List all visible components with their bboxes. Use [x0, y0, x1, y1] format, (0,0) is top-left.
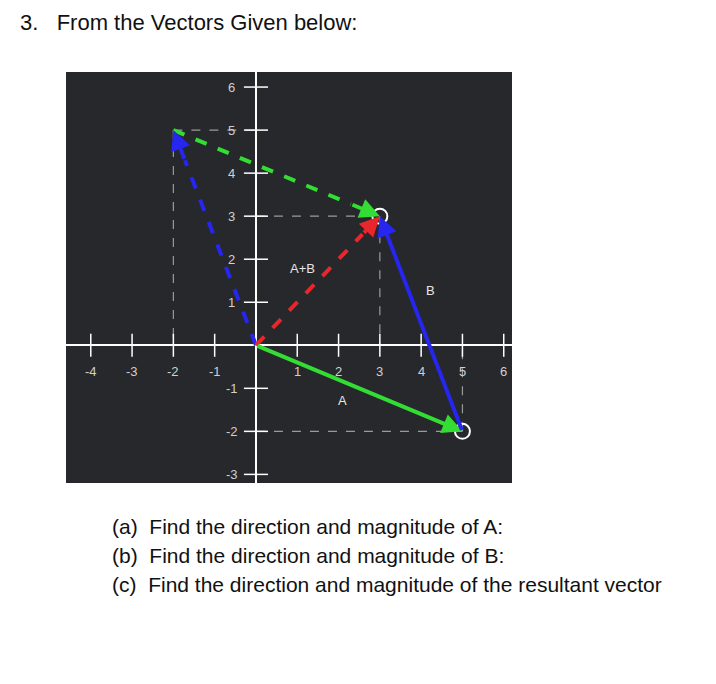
- html-text:(c) Find the direction and mag: (c) Find the direction and magnitude of …: [112, 573, 662, 596]
- svg-text:2: 2: [335, 364, 342, 379]
- svg-text:4: 4: [418, 364, 425, 379]
- html-text:(b) Find the direction and mag: (b) Find the direction and magnitude of …: [112, 544, 505, 567]
- svg-text:-1: -1: [209, 364, 221, 379]
- svg-text:-3: -3: [126, 364, 138, 379]
- svg-text:-2: -2: [226, 424, 238, 439]
- svg-text:1: 1: [294, 364, 301, 379]
- html-text:3. From the Vectors Given belo: 3. From the Vectors Given below:: [20, 10, 358, 35]
- svg-text:3: 3: [376, 364, 383, 379]
- svg-text:1: 1: [228, 295, 235, 310]
- svg-text:A: A: [338, 393, 347, 408]
- svg-text:-1: -1: [226, 381, 238, 396]
- svg-text:5: 5: [228, 123, 235, 138]
- svg-text:2: 2: [228, 252, 235, 267]
- svg-text:5: 5: [459, 364, 466, 379]
- svg-text:B: B: [426, 283, 435, 298]
- svg-text:3: 3: [228, 209, 235, 224]
- html-text:(a) Find the direction and mag: (a) Find the direction and magnitude of …: [112, 515, 504, 538]
- svg-text:4: 4: [228, 166, 235, 181]
- svg-text:-3: -3: [226, 467, 238, 482]
- svg-text:A+B: A+B: [290, 261, 315, 276]
- svg-text:6: 6: [228, 80, 235, 95]
- svg-text:6: 6: [500, 364, 507, 379]
- svg-text:-2: -2: [167, 364, 179, 379]
- svg-text:-4: -4: [85, 364, 97, 379]
